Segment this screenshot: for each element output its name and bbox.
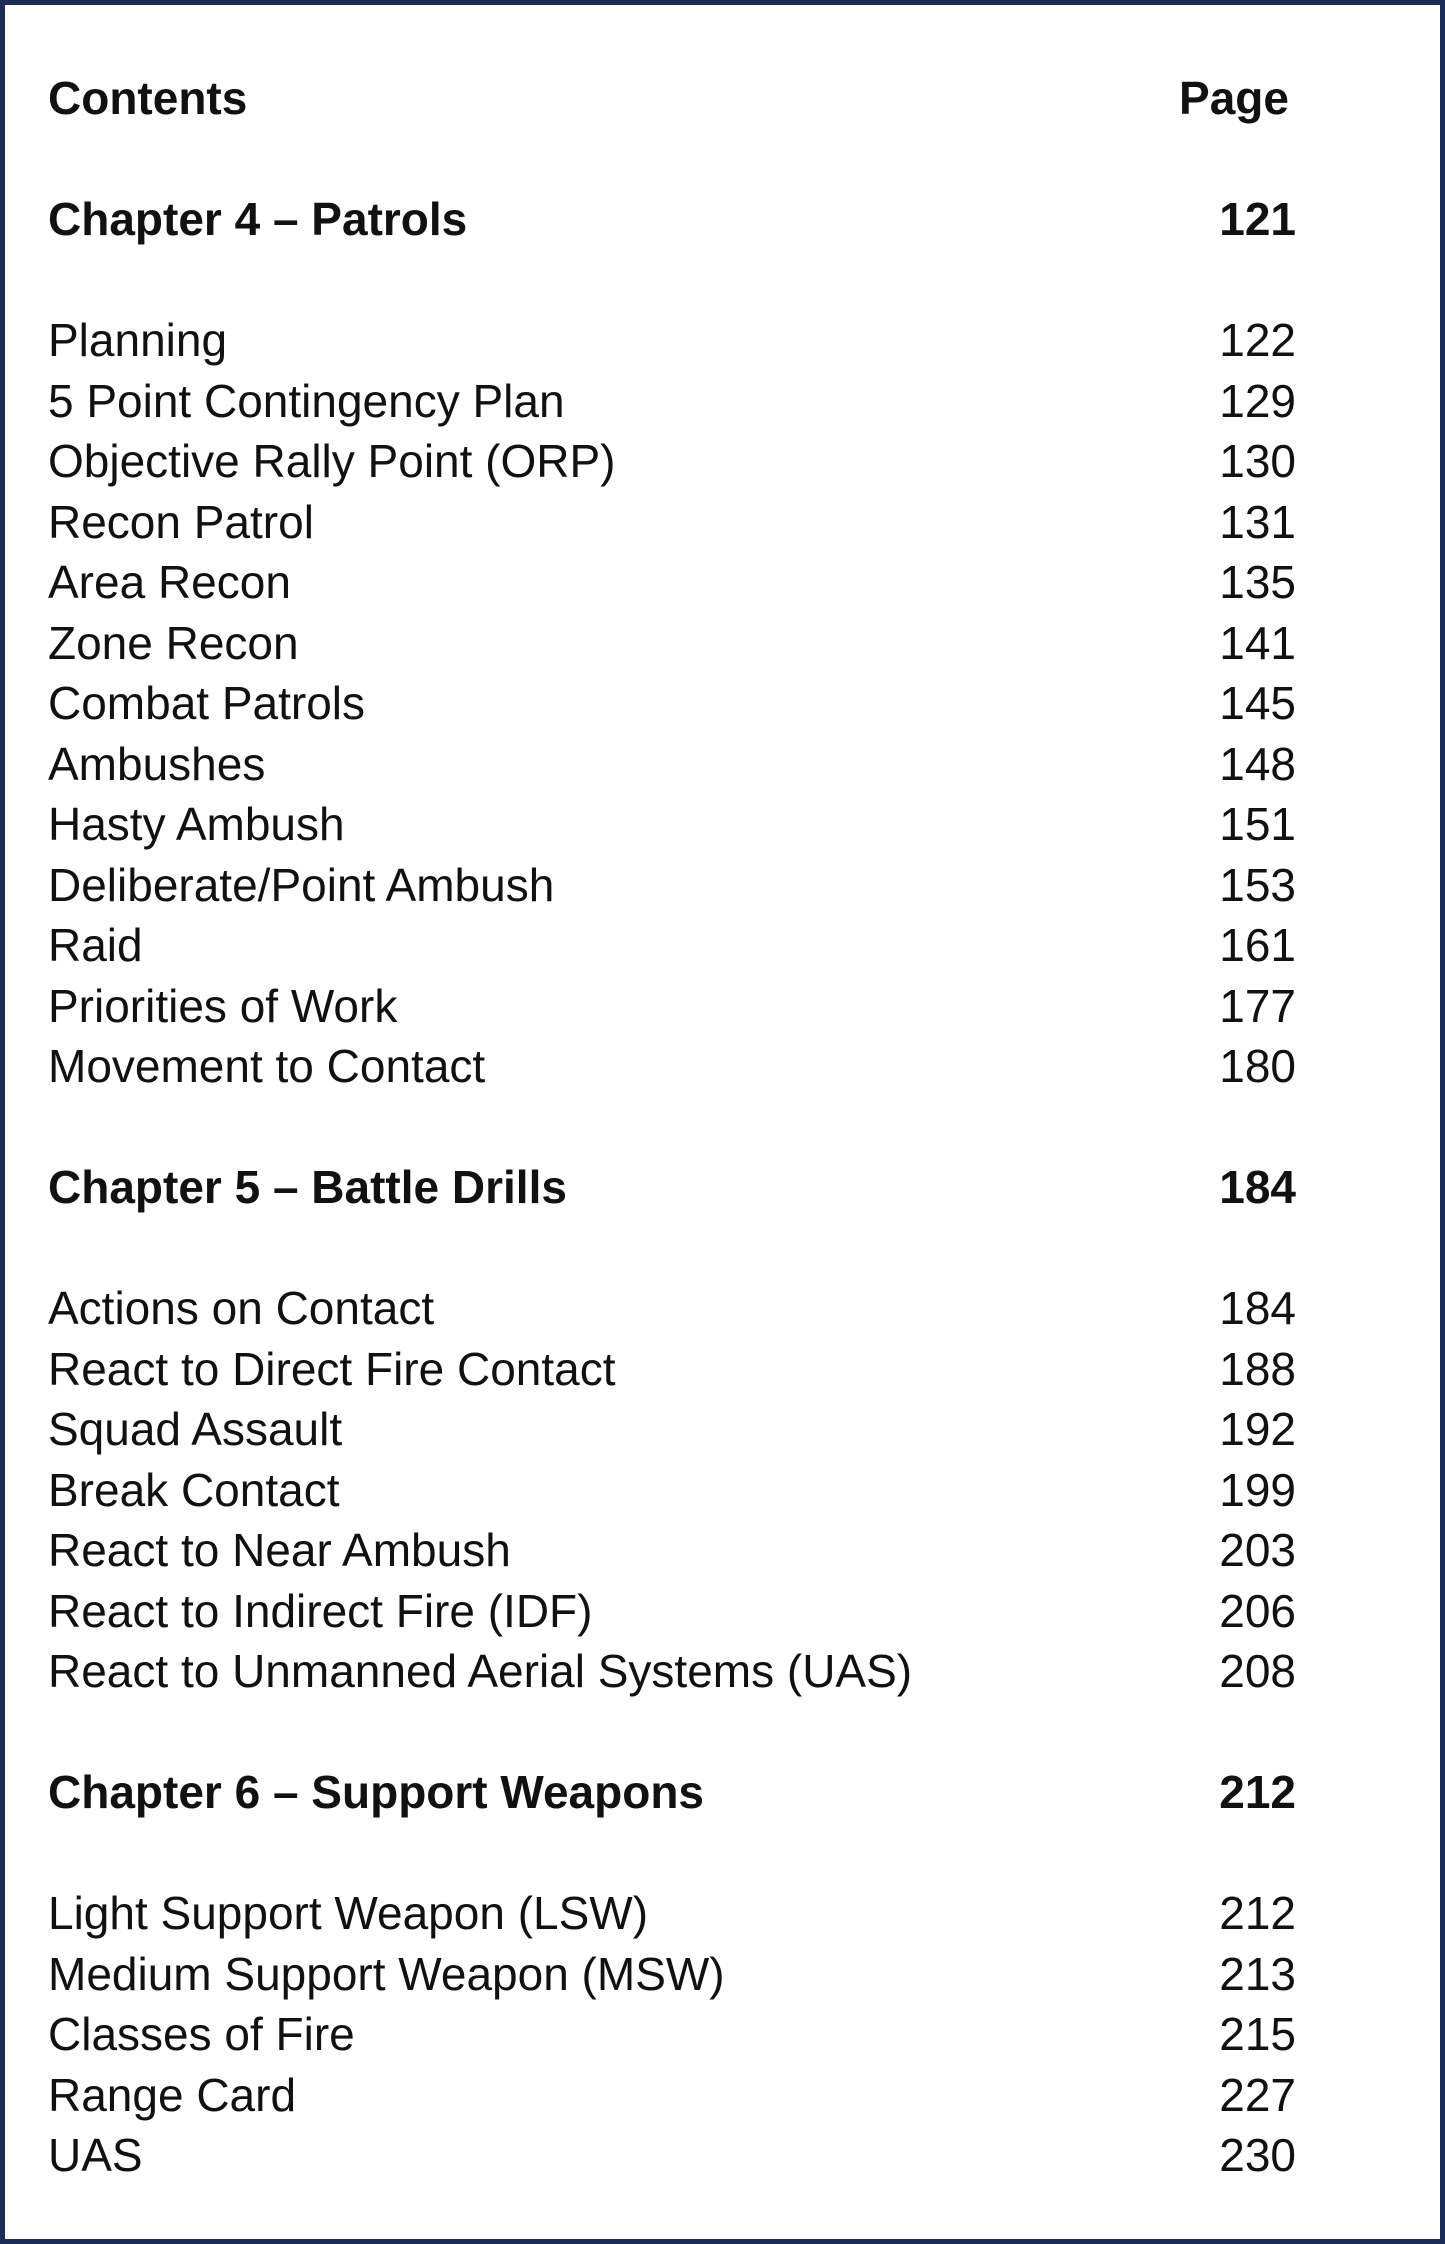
chapter-heading[interactable]: Chapter 5 – Battle Drills 184 bbox=[48, 1157, 1296, 1218]
entry-label: Ambushes bbox=[48, 737, 266, 790]
chapter-heading[interactable]: Chapter 6 – Support Weapons 212 bbox=[48, 1762, 1296, 1823]
toc-entry[interactable]: Recon Patrol 131 bbox=[48, 492, 1296, 553]
entry-page: 184 bbox=[1219, 1282, 1296, 1334]
entry-label: Medium Support Weapon (MSW) bbox=[48, 1947, 725, 2000]
entry-label: Range Card bbox=[48, 2068, 297, 2121]
toc-entry[interactable]: Deliberate/Point Ambush 153 bbox=[48, 855, 1296, 916]
entry-page: 192 bbox=[1219, 1403, 1296, 1455]
entry-page: 161 bbox=[1219, 919, 1296, 971]
toc-entry[interactable]: Objective Rally Point (ORP) 130 bbox=[48, 431, 1296, 492]
entry-page: 188 bbox=[1219, 1342, 1296, 1395]
entry-label: Movement to Contact bbox=[48, 1040, 486, 1092]
entry-label: Classes of Fire bbox=[48, 2008, 355, 2060]
entry-page: 151 bbox=[1219, 798, 1296, 850]
entry-page: 180 bbox=[1219, 1040, 1296, 1092]
spacer bbox=[48, 1823, 1296, 1884]
spacer bbox=[48, 250, 1296, 311]
toc-entry[interactable]: Range Card 227 bbox=[48, 2065, 1296, 2126]
entry-label: Area Recon bbox=[48, 556, 291, 608]
entry-label: Combat Patrols bbox=[48, 677, 366, 729]
chapter-title: Chapter 5 – Battle Drills bbox=[48, 1161, 567, 1213]
entry-label: Planning bbox=[48, 314, 228, 366]
spacer bbox=[48, 1218, 1296, 1279]
toc-entry[interactable]: Light Support Weapon (LSW) 212 bbox=[48, 1883, 1296, 1944]
toc-entry[interactable]: Ambushes 148 bbox=[48, 734, 1296, 795]
entry-label: Actions on Contact bbox=[48, 1282, 435, 1334]
spacer bbox=[48, 1702, 1296, 1763]
toc-entry[interactable]: Medium Support Weapon (MSW) 213 bbox=[48, 1944, 1296, 2005]
entry-page: 153 bbox=[1219, 858, 1296, 911]
entry-page: 122 bbox=[1219, 314, 1296, 366]
entry-page: 145 bbox=[1219, 677, 1296, 729]
entry-page: 208 bbox=[1219, 1645, 1296, 1697]
entry-page: 203 bbox=[1219, 1524, 1296, 1576]
entry-page: 177 bbox=[1219, 979, 1296, 1032]
entry-label: Objective Rally Point (ORP) bbox=[48, 435, 616, 487]
toc-entry[interactable]: Hasty Ambush 151 bbox=[48, 794, 1296, 855]
entry-label: React to Indirect Fire (IDF) bbox=[48, 1584, 593, 1637]
toc-entry[interactable]: React to Indirect Fire (IDF) 206 bbox=[48, 1581, 1296, 1642]
chapter-page: 184 bbox=[1219, 1161, 1296, 1213]
toc-entry[interactable]: Planning 122 bbox=[48, 310, 1296, 371]
entry-label: UAS bbox=[48, 2129, 143, 2181]
toc-entry[interactable]: Raid 161 bbox=[48, 915, 1296, 976]
table-of-contents: Contents Page Chapter 4 – Patrols 121 Plan… bbox=[48, 68, 1296, 2186]
entry-page: 215 bbox=[1219, 2008, 1296, 2060]
entry-label: React to Near Ambush bbox=[48, 1524, 511, 1576]
chapter-title: Chapter 4 – Patrols bbox=[48, 193, 468, 245]
entry-label: 5 Point Contingency Plan bbox=[48, 374, 565, 427]
toc-entry[interactable]: React to Near Ambush 203 bbox=[48, 1520, 1296, 1581]
entry-page: 135 bbox=[1219, 556, 1296, 608]
entry-page: 141 bbox=[1219, 616, 1296, 669]
entry-label: Zone Recon bbox=[48, 616, 299, 669]
toc-entry[interactable]: Zone Recon 141 bbox=[48, 613, 1296, 674]
entry-page: 129 bbox=[1219, 374, 1296, 427]
entry-page: 213 bbox=[1219, 1947, 1296, 2000]
toc-header: Contents Page bbox=[48, 68, 1296, 129]
entry-label: Squad Assault bbox=[48, 1403, 343, 1455]
entry-label: Priorities of Work bbox=[48, 979, 398, 1032]
toc-entry[interactable]: React to Direct Fire Contact 188 bbox=[48, 1339, 1296, 1400]
entry-page: 227 bbox=[1219, 2068, 1296, 2121]
entry-page: 206 bbox=[1219, 1584, 1296, 1637]
toc-entry[interactable]: Area Recon 135 bbox=[48, 552, 1296, 613]
toc-entry[interactable]: Movement to Contact 180 bbox=[48, 1036, 1296, 1097]
entry-label: Deliberate/Point Ambush bbox=[48, 858, 555, 911]
entry-page: 130 bbox=[1219, 435, 1296, 487]
spacer bbox=[48, 129, 1296, 190]
toc-entry[interactable]: React to Unmanned Aerial Systems (UAS) 20… bbox=[48, 1641, 1296, 1702]
toc-entry[interactable]: Classes of Fire 215 bbox=[48, 2004, 1296, 2065]
entry-label: React to Unmanned Aerial Systems (UAS) bbox=[48, 1645, 913, 1697]
entry-page: 131 bbox=[1219, 495, 1296, 548]
spacer bbox=[48, 1097, 1296, 1158]
entry-label: Light Support Weapon (LSW) bbox=[48, 1887, 649, 1939]
chapter-page: 212 bbox=[1219, 1766, 1296, 1818]
entry-label: Recon Patrol bbox=[48, 495, 314, 548]
entry-page: 212 bbox=[1219, 1887, 1296, 1939]
chapter-page: 121 bbox=[1219, 193, 1296, 245]
toc-entry[interactable]: UAS 230 bbox=[48, 2125, 1296, 2186]
entry-label: React to Direct Fire Contact bbox=[48, 1342, 616, 1395]
toc-entry[interactable]: Squad Assault 192 bbox=[48, 1399, 1296, 1460]
toc-entry[interactable]: 5 Point Contingency Plan 129 bbox=[48, 371, 1296, 432]
contents-title: Contents bbox=[48, 72, 248, 124]
page-column-label: Page bbox=[1179, 72, 1289, 124]
entry-page: 199 bbox=[1219, 1463, 1296, 1516]
entry-label: Raid bbox=[48, 919, 143, 971]
chapter-title: Chapter 6 – Support Weapons bbox=[48, 1766, 705, 1818]
entry-page: 148 bbox=[1219, 737, 1296, 790]
toc-entry[interactable]: Actions on Contact 184 bbox=[48, 1278, 1296, 1339]
entry-page: 230 bbox=[1219, 2129, 1296, 2181]
entry-label: Hasty Ambush bbox=[48, 798, 345, 850]
entry-label: Break Contact bbox=[48, 1463, 340, 1516]
toc-entry[interactable]: Break Contact 199 bbox=[48, 1460, 1296, 1521]
toc-entry[interactable]: Priorities of Work 177 bbox=[48, 976, 1296, 1037]
chapter-heading[interactable]: Chapter 4 – Patrols 121 bbox=[48, 189, 1296, 250]
toc-entry[interactable]: Combat Patrols 145 bbox=[48, 673, 1296, 734]
